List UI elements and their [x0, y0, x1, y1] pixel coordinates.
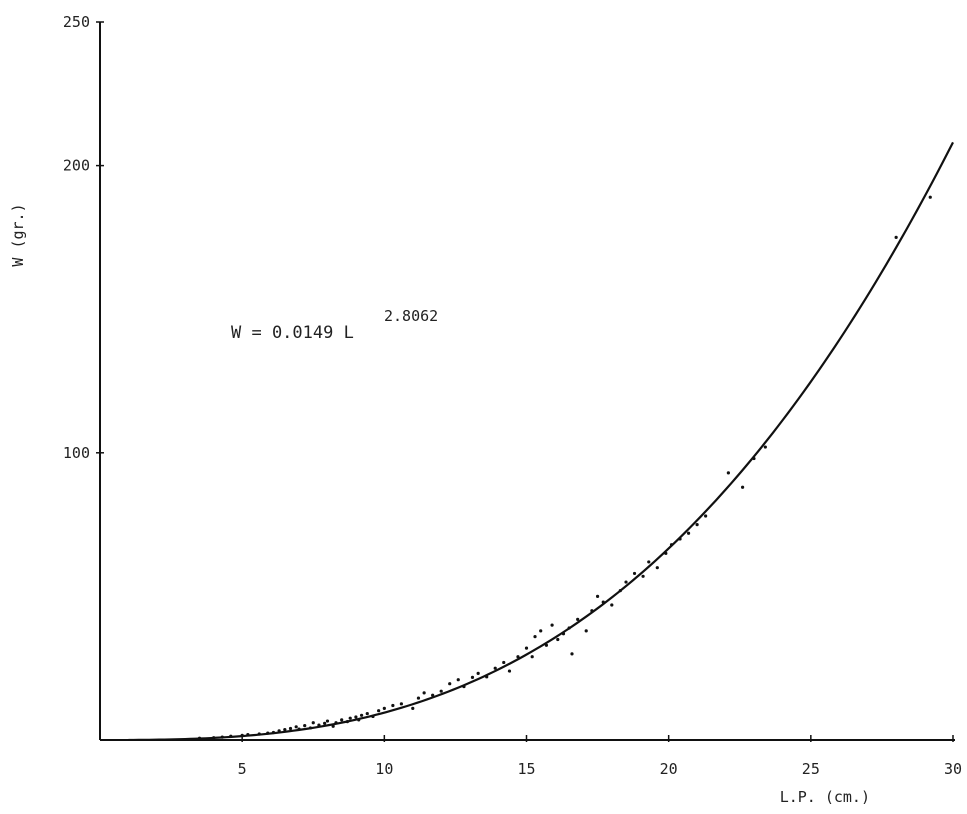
data-point — [354, 715, 358, 719]
data-point — [524, 646, 529, 650]
data-point — [686, 531, 691, 535]
data-point — [323, 721, 327, 725]
data-point — [340, 718, 344, 722]
data-point — [507, 669, 512, 673]
data-point — [641, 574, 645, 578]
data-point — [422, 691, 426, 695]
data-point — [294, 725, 298, 729]
data-point — [416, 696, 421, 700]
data-point — [704, 514, 708, 518]
x-axis-title: L.P. (cm.) — [780, 788, 870, 806]
data-point — [584, 629, 588, 633]
data-point — [550, 623, 554, 627]
y-tick-label: 100 — [63, 444, 90, 462]
equation-exponent: 2.8062 — [384, 307, 438, 325]
data-point — [359, 713, 364, 717]
data-point — [283, 728, 287, 732]
data-point — [470, 675, 475, 679]
data-point — [726, 471, 730, 475]
y-tick-label: 200 — [63, 157, 90, 175]
equation-annotation: W = 0.0149 L 2.8062 — [231, 307, 438, 343]
x-tick-label: 20 — [660, 760, 678, 778]
data-point — [595, 594, 600, 599]
x-tick-label: 15 — [517, 760, 535, 778]
data-point — [456, 678, 460, 682]
data-point — [539, 629, 543, 633]
data-point — [695, 523, 699, 527]
y-axis-title: W (gr.) — [9, 203, 27, 266]
data-point — [655, 566, 659, 570]
x-tick-label: 5 — [238, 760, 247, 778]
data-point — [556, 637, 560, 642]
data-point — [763, 445, 767, 449]
data-point — [632, 571, 637, 576]
data-point — [348, 716, 352, 720]
data-point — [411, 706, 415, 711]
equation-base: W = 0.0149 L — [231, 323, 354, 343]
data-point — [493, 666, 497, 670]
data-point — [647, 560, 651, 564]
data-point — [530, 655, 534, 659]
data-point — [399, 702, 403, 706]
data-point — [377, 709, 381, 713]
data-point — [610, 603, 614, 607]
x-tick-label: 25 — [802, 760, 820, 778]
data-point — [476, 671, 480, 675]
data-point — [311, 721, 315, 725]
y-tick-label: 250 — [63, 13, 90, 31]
data-point — [570, 652, 574, 656]
data-point — [382, 706, 386, 711]
data-point — [365, 711, 369, 716]
data-point — [576, 617, 580, 621]
data-point — [325, 719, 330, 723]
data-point — [740, 485, 745, 489]
data-point — [288, 726, 293, 731]
data-point — [303, 724, 307, 728]
data-point — [502, 660, 506, 665]
x-tick-label: 30 — [944, 760, 962, 778]
data-point — [533, 635, 537, 639]
data-point — [516, 655, 520, 659]
data-point — [391, 703, 395, 708]
data-point — [894, 235, 898, 239]
data-point — [448, 682, 452, 686]
data-point — [928, 195, 932, 199]
data-point — [624, 580, 628, 584]
x-tick-label: 10 — [375, 760, 393, 778]
fit-curve — [128, 141, 954, 742]
data-point — [439, 689, 443, 693]
